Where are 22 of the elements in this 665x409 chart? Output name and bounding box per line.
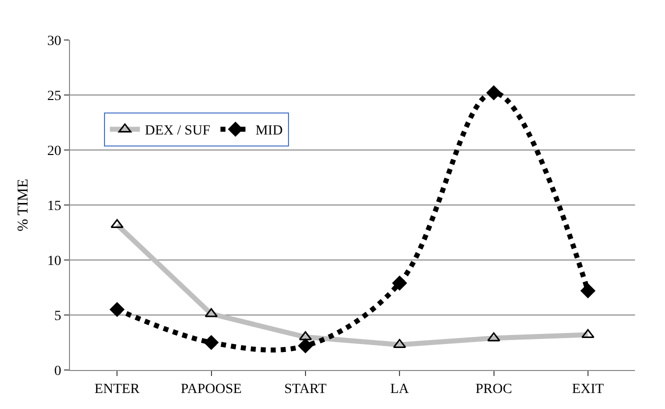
point	[110, 302, 124, 317]
x-tick-label: PROC	[475, 382, 512, 397]
y-tick-label: 5	[54, 308, 62, 324]
legend-label: MID	[255, 124, 283, 139]
x-tick-label: EXIT	[572, 382, 604, 397]
x-tick-label: PAPOOSE	[180, 382, 242, 397]
y-axis-title: % TIME	[15, 178, 32, 232]
y-tick-label: 10	[47, 254, 62, 269]
y-tick-label: 20	[47, 144, 62, 159]
x-tick-label: LA	[390, 382, 410, 397]
point	[486, 86, 501, 100]
y-tick-label: 15	[47, 198, 62, 214]
y-tick-label: 25	[47, 88, 62, 104]
point	[580, 284, 596, 298]
legend-label: DEX / SUF	[144, 124, 210, 139]
x-tick-label: START	[284, 382, 328, 397]
x-tick-label: ENTER	[94, 382, 140, 397]
y-tick-label: 0	[54, 364, 62, 379]
point	[298, 338, 313, 354]
y-tick-label: 30	[47, 34, 62, 49]
point	[204, 335, 218, 350]
point	[392, 276, 407, 290]
